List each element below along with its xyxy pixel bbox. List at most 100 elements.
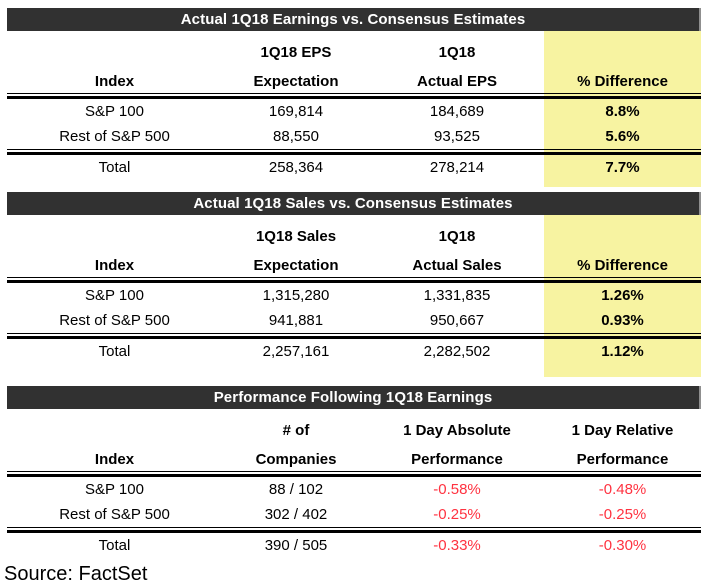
index-cell: Rest of S&P 500 — [59, 128, 170, 145]
earnings-vs-consensus-table: Actual 1Q18 Earnings vs. Consensus Estim… — [7, 8, 701, 187]
header-cell — [7, 35, 222, 64]
rule-cell — [370, 333, 544, 339]
rule-cell — [222, 471, 370, 477]
performance-cell: -0.30% — [598, 537, 647, 554]
header-row-line2: Index Expectation Actual Sales % Differe… — [7, 248, 701, 278]
header-cell: 1Q18 — [438, 228, 476, 245]
value-cell: 169,814 — [268, 103, 324, 120]
value-cell: 2,257,161 — [262, 343, 330, 360]
rule-cell — [370, 93, 544, 99]
rule-cell — [544, 277, 701, 283]
rule-cell — [544, 93, 701, 99]
rule-cell — [370, 471, 544, 477]
value-cell: 1,331,835 — [423, 287, 491, 304]
spacer-row — [7, 180, 701, 187]
header-cell: % Difference — [544, 64, 701, 94]
index-cell: S&P 100 — [85, 287, 144, 304]
header-cell: % Difference — [544, 248, 701, 278]
rule-cell — [544, 149, 701, 155]
rule-cell — [370, 527, 544, 533]
header-cell: # of — [282, 422, 310, 439]
earnings-table-title: Actual 1Q18 Earnings vs. Consensus Estim… — [7, 8, 701, 31]
header-cell: Index — [94, 451, 135, 468]
spacer-cell — [544, 180, 701, 187]
header-cell — [544, 35, 701, 64]
rule-cell — [222, 333, 370, 339]
rule-cell — [7, 333, 222, 339]
performance-table-title: Performance Following 1Q18 Earnings — [7, 386, 701, 409]
double-rule — [7, 471, 701, 477]
header-cell: 1Q18 Sales — [255, 228, 337, 245]
performance-table: Performance Following 1Q18 Earnings # of… — [7, 386, 701, 558]
spacer-cell — [544, 31, 701, 35]
spacer-row — [7, 364, 701, 377]
header-cell — [7, 219, 222, 248]
double-rule — [7, 93, 701, 99]
sales-table-title: Actual 1Q18 Sales vs. Consensus Estimate… — [7, 192, 701, 215]
double-rule — [7, 149, 701, 155]
table-row: Rest of S&P 500 88,550 93,525 5.6% — [7, 124, 701, 150]
source-note: Source: FactSet — [4, 563, 148, 585]
performance-cell: -0.25% — [433, 506, 481, 523]
report-page: Actual 1Q18 Earnings vs. Consensus Estim… — [4, 8, 701, 585]
rule-cell — [7, 277, 222, 283]
header-row-line1: 1Q18 Sales 1Q18 — [7, 219, 701, 248]
spacer-cell — [370, 180, 544, 187]
rule-cell — [222, 149, 370, 155]
value-cell: 1,315,280 — [262, 287, 330, 304]
header-cell — [7, 413, 222, 442]
performance-cell: -0.25% — [598, 506, 647, 523]
pct-diff-cell: 0.93% — [544, 308, 701, 334]
double-rule — [7, 277, 701, 283]
rule-cell — [7, 527, 222, 533]
header-row-line1: # of 1 Day Absolute 1 Day Relative — [7, 413, 701, 442]
header-cell: Expectation — [253, 257, 339, 274]
header-cell: 1Q18 EPS — [260, 44, 332, 61]
value-cell: 93,525 — [434, 128, 480, 145]
index-cell: S&P 100 — [85, 481, 144, 498]
spacer-cell — [7, 364, 222, 377]
header-cell: Performance — [576, 451, 669, 468]
header-cell: Actual EPS — [416, 73, 498, 90]
header-row-line2: Index Companies Performance Performance — [7, 442, 701, 472]
spacer-cell — [544, 215, 701, 219]
rule-cell — [222, 277, 370, 283]
value-cell: 88,550 — [273, 128, 319, 145]
performance-cell: -0.33% — [433, 537, 481, 554]
index-cell: S&P 100 — [85, 103, 144, 120]
sales-table-grid: 1Q18 Sales 1Q18 Index Expectation Actual… — [7, 215, 701, 377]
index-cell: Total — [98, 537, 131, 554]
total-row: Total 390 / 505 -0.33% -0.30% — [7, 532, 701, 559]
pct-diff-cell: 7.7% — [544, 153, 701, 180]
pct-diff-cell: 5.6% — [544, 124, 701, 150]
table-row: S&P 100 169,814 184,689 8.8% — [7, 97, 701, 124]
rule-cell — [370, 149, 544, 155]
header-cell: 1 Day Absolute — [403, 422, 511, 439]
pct-diff-cell: 1.12% — [544, 337, 701, 364]
double-rule — [7, 527, 701, 533]
spacer-row — [7, 215, 701, 219]
performance-cell: -0.58% — [433, 481, 481, 498]
rule-cell — [370, 277, 544, 283]
header-cell: Index — [94, 257, 135, 274]
spacer-cell — [7, 180, 222, 187]
rule-cell — [7, 471, 222, 477]
value-cell: 2,282,502 — [423, 343, 491, 360]
rule-cell — [7, 93, 222, 99]
pct-diff-cell: 8.8% — [544, 97, 701, 124]
value-cell: 184,689 — [429, 103, 485, 120]
header-cell: Performance — [411, 451, 503, 468]
rule-cell — [544, 527, 701, 533]
performance-cell: -0.48% — [598, 481, 647, 498]
rule-cell — [544, 471, 701, 477]
rule-cell — [544, 333, 701, 339]
value-cell: 302 / 402 — [264, 506, 328, 523]
total-row: Total 2,257,161 2,282,502 1.12% — [7, 337, 701, 364]
header-cell: Actual Sales — [412, 257, 502, 274]
spacer-cell — [370, 364, 544, 377]
total-row: Total 258,364 278,214 7.7% — [7, 153, 701, 180]
index-cell: Total — [98, 343, 131, 360]
header-row-line2: Index Expectation Actual EPS % Differenc… — [7, 64, 701, 94]
spacer-cell — [222, 180, 370, 187]
performance-table-grid: # of 1 Day Absolute 1 Day Relative Index… — [7, 409, 701, 558]
